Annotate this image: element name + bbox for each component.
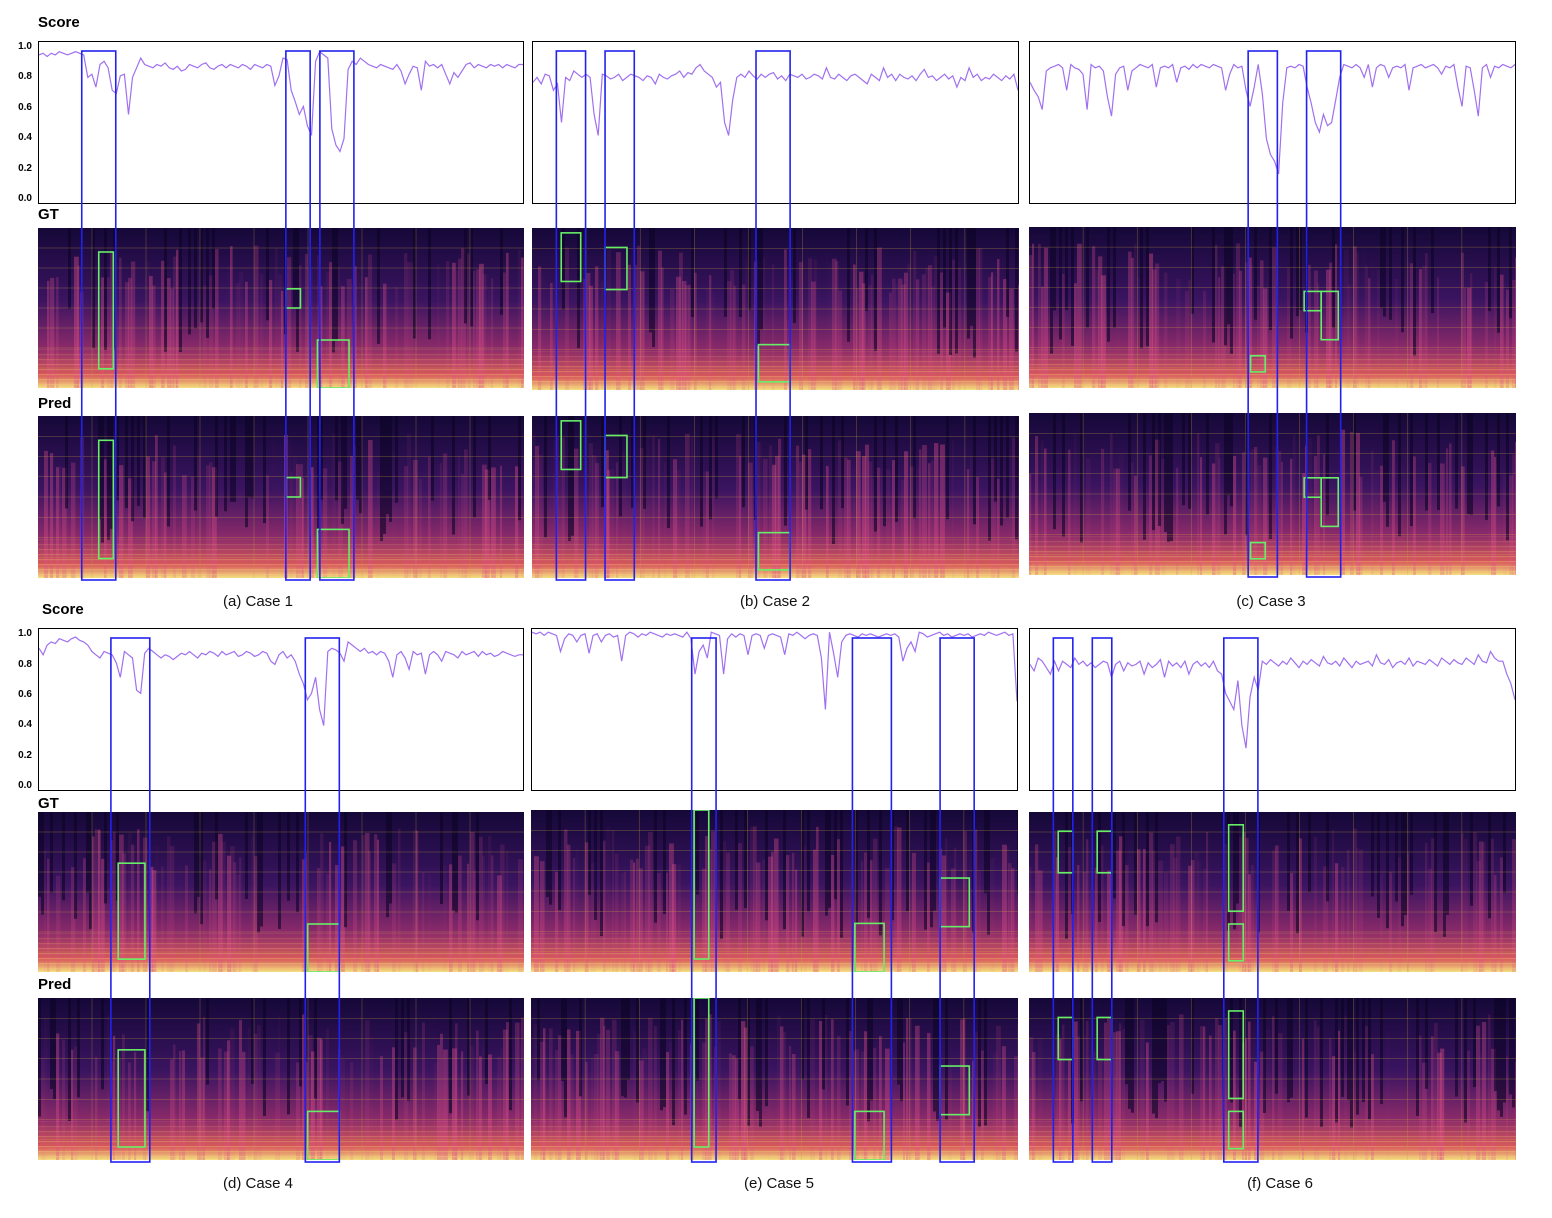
ytick-top-0.8: 0.8	[18, 71, 32, 82]
ytick-bottom-0.4: 0.4	[18, 719, 32, 730]
caption-case-1: (a) Case 1	[222, 593, 294, 610]
score-plot-case-3	[1029, 41, 1516, 204]
ytick-top-0.2: 0.2	[18, 163, 32, 174]
ytick-top-0.4: 0.4	[18, 132, 32, 143]
ytick-bottom-0.0: 0.0	[18, 780, 32, 791]
spectrogram-pred-case-4	[38, 998, 524, 1160]
ytick-top-1.0: 1.0	[18, 41, 32, 52]
spectrogram-pred-case-3	[1029, 413, 1516, 575]
spectrogram-gt-case-5	[531, 810, 1018, 972]
score-line-case-2	[533, 63, 1018, 136]
spectrogram-gt-case-6	[1029, 812, 1516, 972]
spectrogram-pred-case-5	[531, 998, 1018, 1160]
ytick-bottom-0.8: 0.8	[18, 659, 32, 670]
score-label-bottom: Score	[42, 601, 84, 618]
pred-label-top: Pred	[38, 395, 72, 412]
spectrogram-pred-case-6	[1029, 998, 1516, 1160]
caption-case-2: (b) Case 2	[739, 593, 811, 610]
spectrogram-pred-case-1	[38, 416, 524, 578]
spectrogram-gt-case-4	[38, 812, 524, 972]
score-line-case-3	[1030, 63, 1515, 175]
score-plot-case-2	[532, 41, 1019, 204]
pred-label-bottom: Pred	[38, 976, 72, 993]
score-plot-case-5	[531, 628, 1018, 791]
gt-label-bottom: GT	[38, 795, 59, 812]
spectrogram-pred-case-2	[532, 416, 1019, 578]
caption-case-3: (c) Case 3	[1236, 593, 1306, 610]
spectrogram-gt-case-1	[38, 228, 524, 388]
ytick-top-0.0: 0.0	[18, 193, 32, 204]
caption-case-4: (d) Case 4	[222, 1175, 294, 1192]
score-plot-case-4	[38, 628, 524, 791]
score-line-case-6	[1030, 650, 1515, 749]
caption-case-5: (e) Case 5	[743, 1175, 815, 1192]
score-label-top: Score	[38, 14, 80, 31]
score-line-case-5	[532, 631, 1017, 710]
spectrogram-gt-case-2	[532, 228, 1019, 390]
score-plot-case-6	[1029, 628, 1516, 791]
ytick-bottom-0.2: 0.2	[18, 750, 32, 761]
caption-case-6: (f) Case 6	[1247, 1175, 1313, 1192]
score-line-case-4	[39, 636, 523, 726]
score-line-case-1	[39, 50, 523, 153]
ytick-bottom-0.6: 0.6	[18, 689, 32, 700]
spectrogram-gt-case-3	[1029, 227, 1516, 388]
ytick-bottom-1.0: 1.0	[18, 628, 32, 639]
ytick-top-0.6: 0.6	[18, 102, 32, 113]
gt-label-top: GT	[38, 206, 59, 223]
score-plot-case-1	[38, 41, 524, 204]
